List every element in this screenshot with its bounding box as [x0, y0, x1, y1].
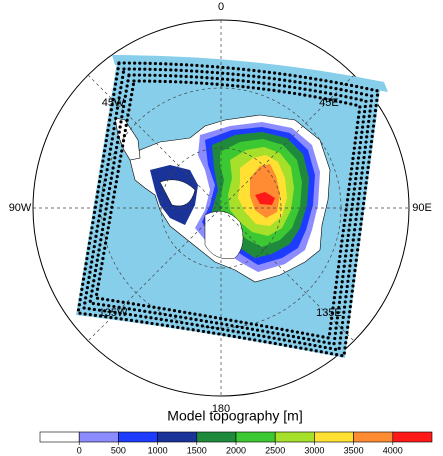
longitude-label: 135W — [99, 307, 128, 319]
colorbar-tick-label: 2000 — [226, 445, 246, 455]
antarctica — [114, 114, 331, 283]
colorbar-tick-label: 500 — [111, 445, 126, 455]
colorbar-tick-label: 0 — [77, 445, 82, 455]
colorbar-swatch — [392, 431, 433, 443]
colorbar-swatch — [314, 431, 354, 443]
longitude-label: 45E — [319, 97, 339, 109]
colorbar-swatch — [78, 431, 119, 443]
colorbar-tick-label: 4000 — [383, 445, 403, 455]
colorbar-title: Model topography [m] — [167, 408, 302, 424]
longitude-label: 45W — [102, 97, 125, 109]
longitude-label: 90E — [412, 202, 432, 214]
colorbar-swatch — [118, 431, 158, 443]
longitude-labels: 0 45E 90E 135E 180 135W 90W 45W — [9, 1, 432, 415]
colorbar-tick-label: 2500 — [265, 445, 285, 455]
colorbar: 0 500 1000 1500 2000 2500 3000 3500 4000 — [39, 431, 433, 455]
colorbar-swatch — [274, 431, 315, 443]
colorbar-tick-label: 3000 — [304, 445, 324, 455]
colorbar-tick-label: 1500 — [187, 445, 207, 455]
graticule — [33, 20, 409, 396]
longitude-label: 90W — [9, 202, 32, 214]
longitude-label: 0 — [218, 1, 224, 13]
colorbar-swatch — [235, 431, 276, 443]
map — [32, 19, 410, 397]
colorbar-swatch — [157, 431, 198, 443]
colorbar-swatch — [196, 431, 237, 443]
colorbar-tick-label: 1000 — [148, 445, 168, 455]
colorbar-swatch — [353, 431, 394, 443]
longitude-label: 180 — [212, 403, 230, 415]
domain-boundary-points — [76, 61, 380, 358]
colorbar-swatch — [39, 431, 80, 443]
longitude-label: 135E — [316, 307, 342, 319]
colorbar-tick-label: 3500 — [344, 445, 364, 455]
